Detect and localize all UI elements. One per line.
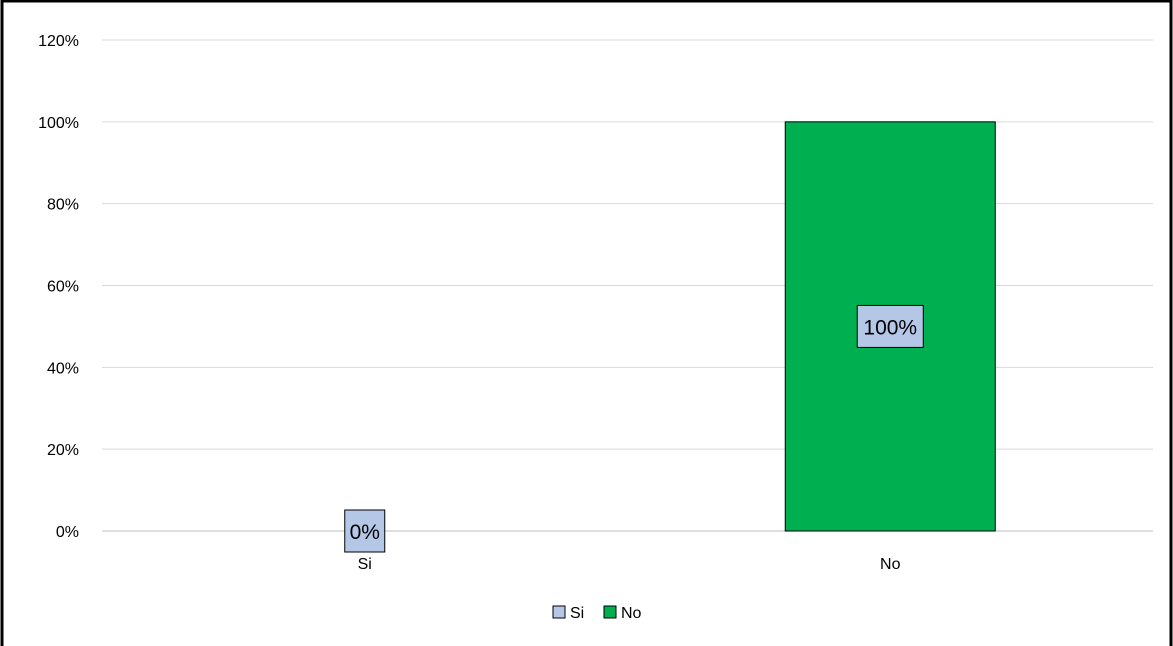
data-label: 0%: [350, 521, 380, 544]
y-tick-label: 40%: [47, 360, 79, 377]
y-tick-label: 100%: [38, 115, 79, 132]
x-tick-label: No: [880, 556, 901, 573]
legend: Si No: [552, 605, 642, 622]
y-tick-label: 60%: [47, 279, 79, 296]
y-axis: 0% 20% 40% 60% 80% 100% 120%: [38, 33, 79, 541]
data-labels: 0% 100%: [344, 304, 924, 553]
data-label-box: [344, 509, 386, 553]
legend-label: No: [621, 605, 642, 622]
legend-swatch-no: [603, 605, 617, 619]
y-tick-label: 80%: [47, 197, 79, 214]
x-tick-label: Si: [358, 556, 372, 573]
legend-swatch-si: [552, 605, 566, 619]
data-label: 100%: [863, 316, 917, 339]
x-axis: Si No: [358, 556, 901, 573]
y-tick-label: 0%: [56, 524, 79, 541]
y-tick-label: 20%: [47, 442, 79, 459]
y-tick-label: 120%: [38, 33, 79, 50]
data-label-box: [856, 304, 924, 348]
legend-label: Si: [570, 605, 584, 622]
